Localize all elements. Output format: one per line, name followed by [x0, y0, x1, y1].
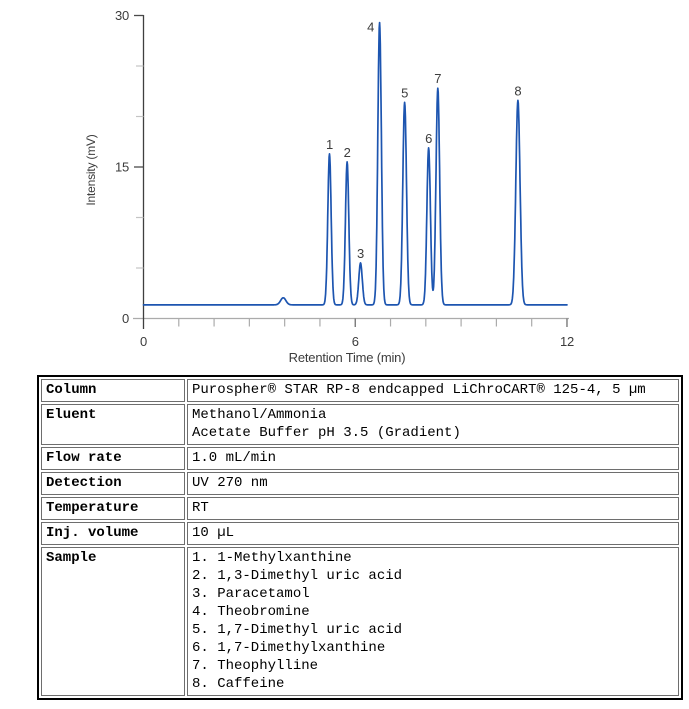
- value-line: Purospher® STAR RP-8 endcapped LiChroCAR…: [192, 382, 646, 398]
- y-axis-title: Intensity (mV): [84, 134, 98, 206]
- chromatogram-figure: 0 6 12 0 15 30 1 2 3 4 5 6 7 8 Retention Time (min) I…: [84, 8, 574, 365]
- row-label: Detection: [41, 472, 185, 495]
- value-line: 5. 1,7-Dimethyl uric acid: [192, 622, 403, 638]
- row-label: Eluent: [41, 404, 185, 445]
- peak-label: 6: [425, 131, 432, 146]
- peak-label: 5: [401, 85, 408, 100]
- y-tick-label: 30: [115, 8, 129, 23]
- peak-label: 7: [434, 71, 441, 86]
- y-tick-label: 0: [122, 311, 129, 326]
- row-value: RT: [187, 497, 679, 520]
- x-tick-label: 0: [140, 334, 147, 349]
- value-line: 6. 1,7-Dimethylxanthine: [192, 640, 386, 656]
- value-line: 10 µL: [192, 525, 235, 541]
- peak-label: 8: [514, 83, 521, 98]
- row-value: 1. 1-Methylxanthine 2. 1,3-Dimethyl uric …: [187, 547, 679, 696]
- value-line: 7. Theophylline: [192, 658, 319, 674]
- peak-label: 2: [344, 145, 351, 160]
- value-line: Methanol/Ammonia: [192, 407, 327, 423]
- row-label: Column: [41, 379, 185, 402]
- y-tick-label: 15: [115, 160, 129, 175]
- value-line: 2. 1,3-Dimethyl uric acid: [192, 568, 403, 584]
- value-line: 3. Paracetamol: [192, 586, 310, 602]
- row-label: Inj. volume: [41, 522, 185, 545]
- value-line: 4. Theobromine: [192, 604, 310, 620]
- conditions-table: Column Purospher® STAR RP-8 endcapped LiC…: [37, 375, 683, 700]
- row-value: 10 µL: [187, 522, 679, 545]
- value-line: Acetate Buffer pH 3.5 (Gradient): [192, 425, 461, 441]
- value-line: 1.0 mL/min: [192, 450, 277, 466]
- value-line: 1. 1-Methylxanthine: [192, 550, 352, 566]
- table-row: Column Purospher® STAR RP-8 endcapped LiC…: [41, 379, 679, 402]
- row-value: UV 270 nm: [187, 472, 679, 495]
- value-line: 8. Caffeine: [192, 676, 285, 692]
- row-label: Sample: [41, 547, 185, 696]
- x-axis-title: Retention Time (min): [288, 350, 406, 365]
- chromatogram-plot: 0 6 12 0 15 30 12 3 4 5 6 7 8: [115, 8, 574, 349]
- row-label: Flow rate: [41, 447, 185, 470]
- value-line: UV 270 nm: [192, 475, 268, 491]
- row-value: Methanol/Ammonia Acetate Buffer pH 3.5 (G…: [187, 404, 679, 445]
- row-value: 1.0 mL/min: [187, 447, 679, 470]
- table-row: Sample 1. 1-Methylxanthine 2. 1,3-Dimethyl…: [41, 547, 679, 696]
- peak-label: 3: [357, 246, 364, 261]
- x-tick-label: 6: [352, 334, 359, 349]
- table-row: Temperature RT: [41, 497, 679, 520]
- table-row: Inj. volume 10 µL: [41, 522, 679, 545]
- table-row: Eluent Methanol/Ammonia Acetate Buffer pH …: [41, 404, 679, 445]
- trace-line: [142, 21, 568, 306]
- row-value: Purospher® STAR RP-8 endcapped LiChroCAR…: [187, 379, 679, 402]
- table-row: Detection UV 270 nm: [41, 472, 679, 495]
- table-row: Flow rate 1.0 mL/min: [41, 447, 679, 470]
- row-label: Temperature: [41, 497, 185, 520]
- x-tick-label: 12: [560, 334, 574, 349]
- value-line: RT: [192, 500, 209, 516]
- peak-label: 4: [367, 20, 374, 35]
- peak-label: 1: [326, 137, 333, 152]
